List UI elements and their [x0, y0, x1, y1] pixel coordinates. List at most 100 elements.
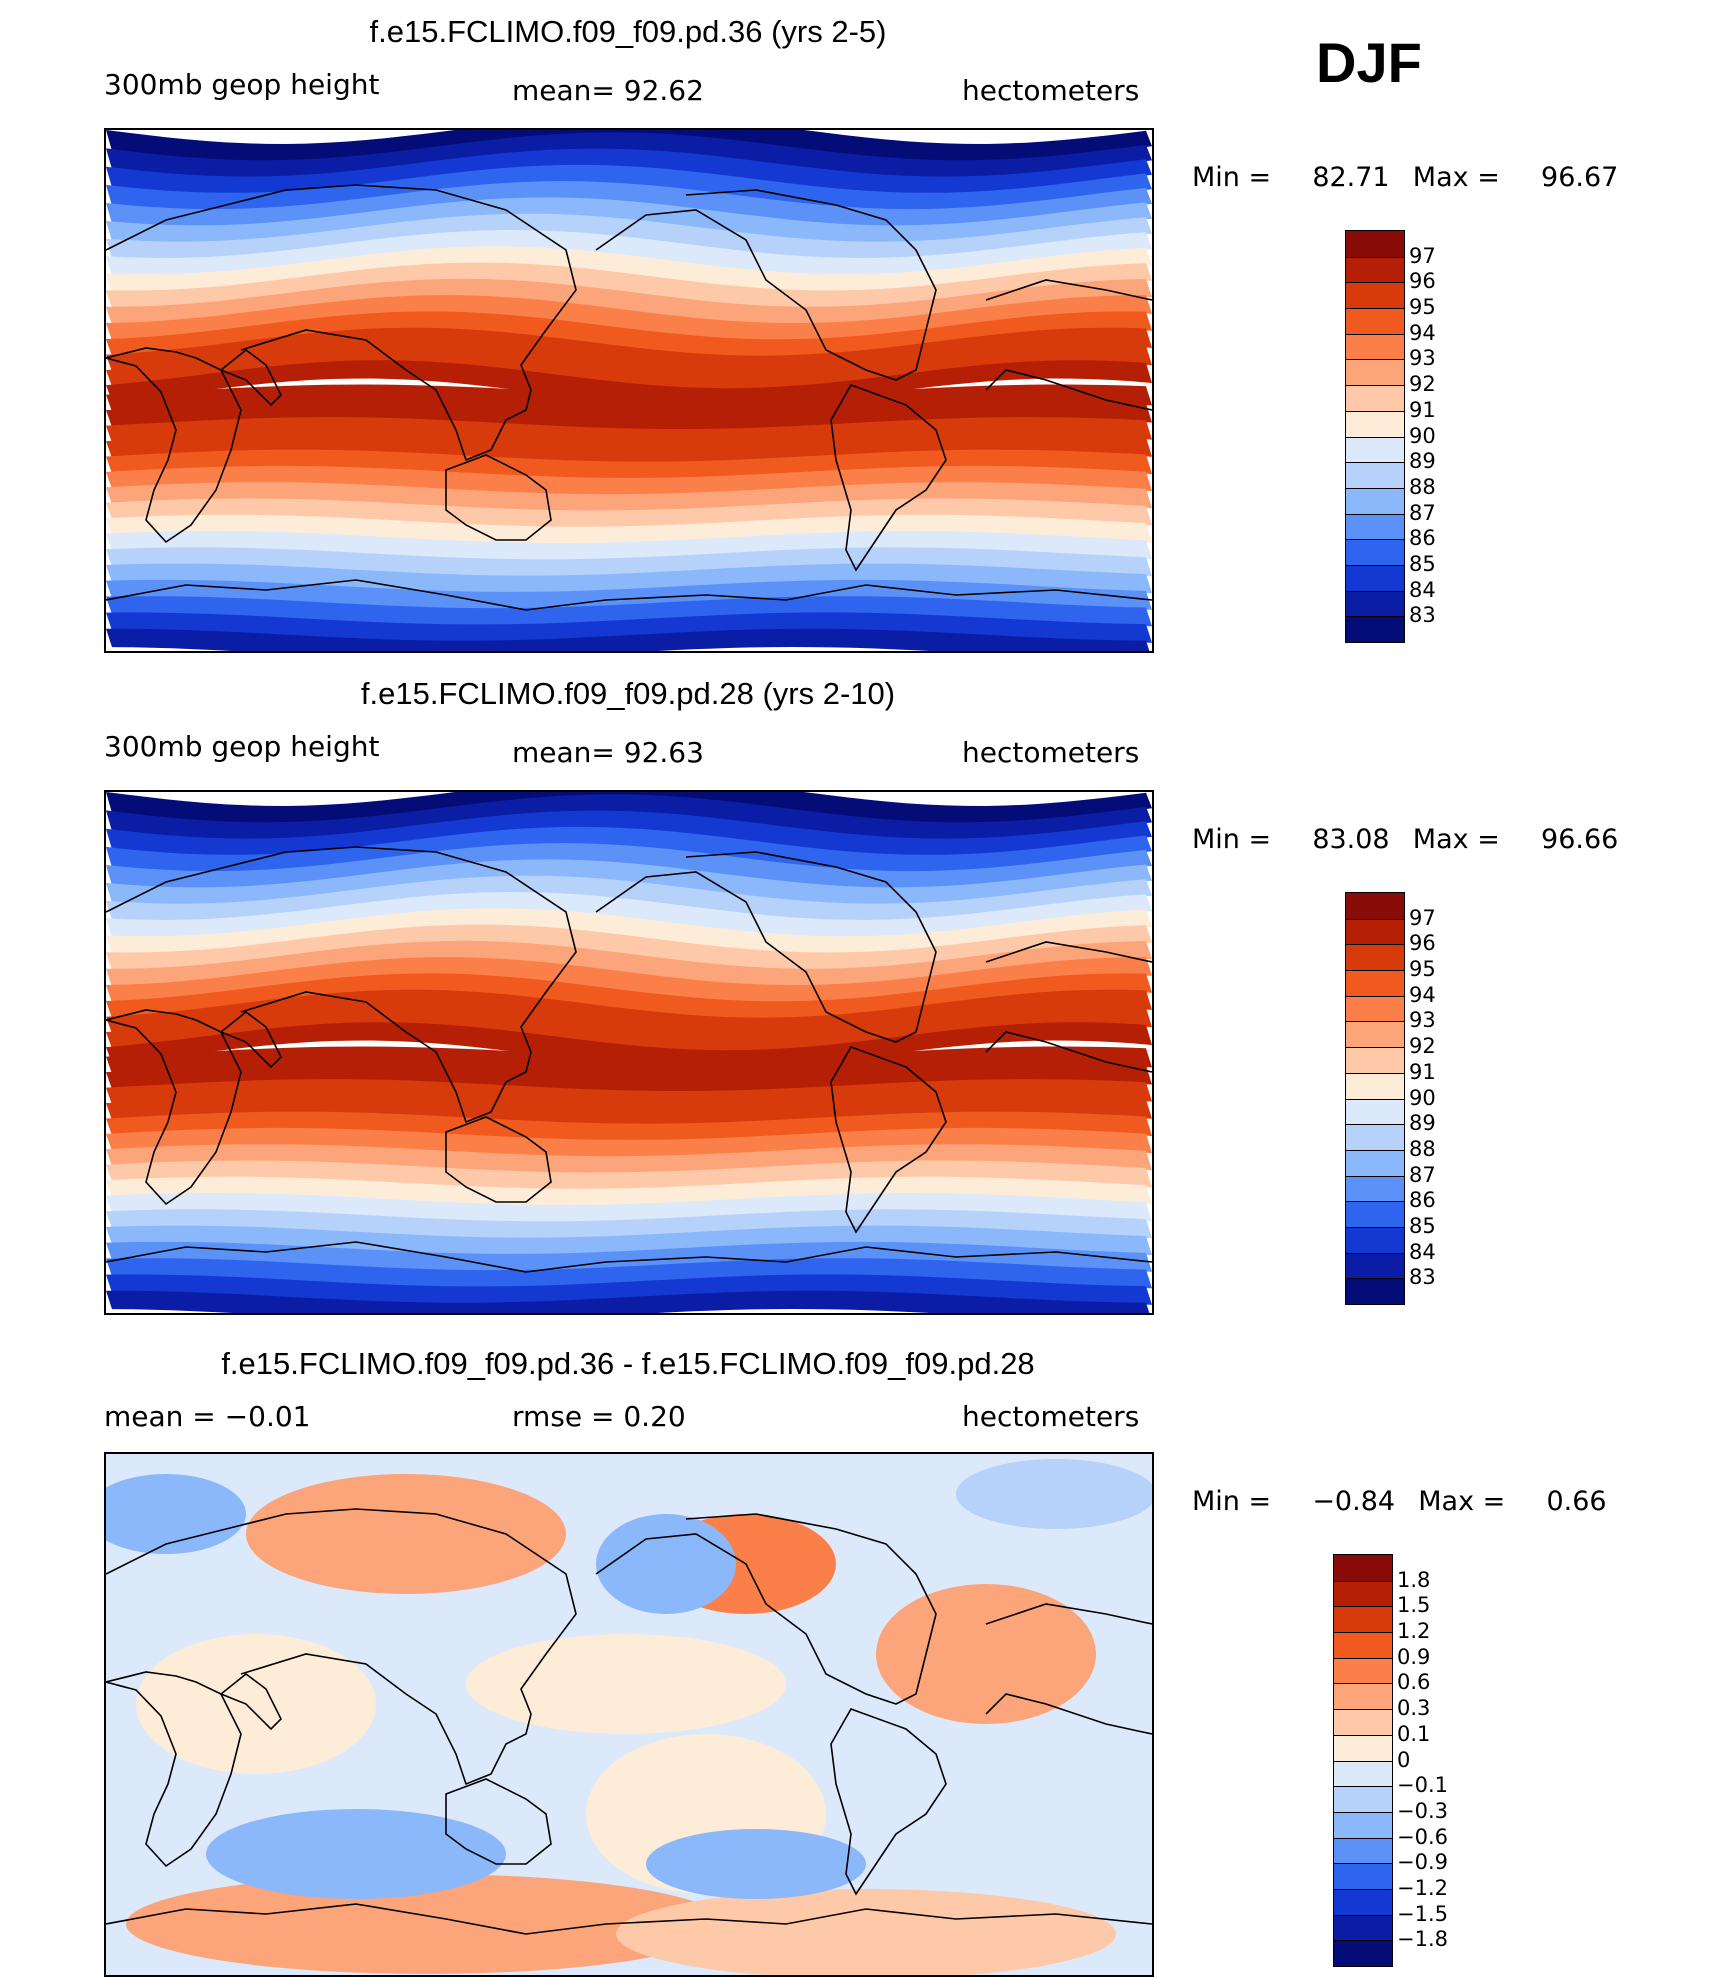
colorbar-swatch [1334, 1657, 1392, 1684]
coastline [445, 1116, 552, 1203]
contour-band [106, 810, 1152, 857]
contour-band [106, 1111, 1152, 1142]
coastline [595, 851, 937, 1043]
coastline [106, 1009, 242, 1206]
colorbar-swatch [1346, 1021, 1404, 1048]
colorbar-tick-label: 95 [1409, 957, 1436, 982]
contour-band [106, 278, 1152, 326]
colorbar-swatch [1346, 359, 1404, 386]
coastline [445, 454, 552, 541]
contour-band [106, 924, 1152, 971]
colorbar-tick-label: 87 [1409, 1162, 1436, 1187]
colorbar-tick-label: −0.9 [1397, 1850, 1448, 1875]
contour-band [106, 875, 1152, 922]
contour-anomaly [246, 1474, 566, 1594]
coastline [830, 1046, 947, 1234]
contour-band [106, 213, 1152, 260]
contour-band [106, 449, 1152, 480]
contour-anomaly [646, 1829, 866, 1899]
colorbar-swatch [1346, 1149, 1404, 1176]
contour-band [106, 792, 1152, 825]
colorbar-tick-label: 96 [1409, 931, 1436, 956]
colorbar-tick-label: 97 [1409, 905, 1436, 930]
colorbar-swatch [1346, 995, 1404, 1022]
contour-band [106, 148, 1152, 195]
colorbar-swatch [1334, 1940, 1392, 1966]
contour-band [106, 628, 1150, 651]
panel-3-contour-field [106, 1454, 1152, 1975]
colorbar-tick-label: 91 [1409, 1059, 1436, 1084]
contour-band [106, 1022, 1152, 1069]
colorbar-swatch [1346, 1201, 1404, 1227]
panel-1-colorbar [1345, 230, 1405, 643]
coastline [106, 184, 577, 462]
panel-2-map [104, 790, 1154, 1315]
panel-1-units-label: hectometers [962, 74, 1140, 107]
contour-anomaly [206, 1809, 506, 1899]
contour-band [106, 892, 1152, 939]
contour-band [106, 1225, 1152, 1256]
contour-band [106, 181, 1152, 228]
panel-1-title: f.e15.FCLIMO.f09_f09.pd.36 (yrs 2-5) [369, 14, 887, 49]
colorbar-tick-label: 0 [1397, 1747, 1411, 1772]
colorbar-swatch [1346, 893, 1404, 919]
colorbar-tick-label: 93 [1409, 1008, 1436, 1033]
contour-band [106, 130, 1152, 163]
coastline [830, 384, 947, 572]
panel-1-mean-label: mean= 92.62 [512, 74, 704, 107]
panel-1-minmax: Min = 82.71 Max = 96.67 [1192, 162, 1618, 193]
colorbar-swatch [1346, 436, 1404, 463]
contour-band [106, 908, 1152, 955]
colorbar-swatch [1346, 1124, 1404, 1150]
colorbar-swatch [1334, 1606, 1392, 1633]
colorbar-swatch [1334, 1683, 1392, 1710]
panel-2-mean-label: mean= 92.63 [512, 736, 704, 769]
season-label: DJF [1316, 31, 1422, 94]
coastline [595, 189, 937, 381]
colorbar-tick-label: −0.1 [1397, 1773, 1448, 1798]
colorbar-swatch [1346, 513, 1404, 540]
contour-anomaly [876, 1584, 1096, 1724]
colorbar-swatch [1334, 1863, 1392, 1889]
coastline [106, 846, 577, 1124]
colorbar-tick-label: 94 [1409, 982, 1436, 1007]
contour-band [106, 1079, 1152, 1110]
panel-1-variable-label: 300mb geop height [104, 68, 380, 101]
colorbar-swatch [1334, 1734, 1392, 1761]
panel-1-max-value: 96.67 [1541, 162, 1619, 193]
panel-3-min-value: −0.84 [1312, 1486, 1396, 1517]
panel-3-mean-label: mean = −0.01 [104, 1400, 311, 1433]
colorbar-swatch [1334, 1760, 1392, 1787]
colorbar-tick-label: 94 [1409, 320, 1436, 345]
coastline [985, 369, 1152, 411]
coastline [219, 1672, 282, 1731]
colorbar-tick-label: 0.1 [1397, 1721, 1431, 1746]
colorbar-tick-label: 95 [1409, 295, 1436, 320]
colorbar-swatch [1346, 1047, 1404, 1073]
coastline [985, 1693, 1152, 1735]
colorbar-swatch [1334, 1811, 1392, 1838]
panel-3-rmse-label: rmse = 0.20 [512, 1400, 686, 1433]
colorbar-swatch [1346, 1072, 1404, 1099]
colorbar-swatch [1346, 590, 1404, 617]
colorbar-tick-label: 92 [1409, 1034, 1436, 1059]
colorbar-swatch [1334, 1888, 1392, 1915]
colorbar-tick-label: 89 [1409, 449, 1436, 474]
contour-band [106, 1209, 1152, 1240]
contour-band [106, 344, 1152, 391]
colorbar-tick-label: 91 [1409, 397, 1436, 422]
colorbar-tick-label: 93 [1409, 346, 1436, 371]
panel-3-min-label: Min = [1192, 1486, 1272, 1517]
colorbar-swatch [1346, 385, 1404, 411]
panel-1-min-value: 82.71 [1312, 162, 1390, 193]
colorbar-swatch [1346, 487, 1404, 514]
colorbar-swatch [1346, 970, 1404, 996]
colorbar-tick-label: −1.2 [1397, 1875, 1448, 1900]
contour-band [106, 940, 1152, 988]
colorbar-tick-label: 1.2 [1397, 1619, 1431, 1644]
coastline [985, 279, 1152, 301]
contour-band [106, 1160, 1152, 1191]
colorbar-swatch [1346, 1226, 1404, 1253]
panel-2-contour-field [106, 792, 1152, 1313]
contour-band [106, 1062, 1152, 1094]
